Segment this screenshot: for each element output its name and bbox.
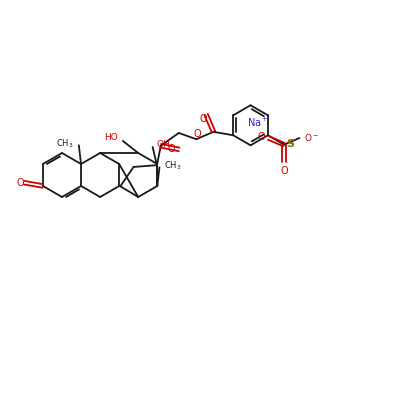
Text: Na$^+$: Na$^+$ bbox=[247, 116, 268, 129]
Text: O: O bbox=[168, 144, 175, 154]
Text: O: O bbox=[280, 166, 288, 176]
Text: CH$_3$: CH$_3$ bbox=[56, 137, 74, 150]
Text: O: O bbox=[257, 132, 265, 142]
Text: O: O bbox=[194, 129, 201, 139]
Text: CH$_3$: CH$_3$ bbox=[164, 159, 182, 172]
Text: OH: OH bbox=[157, 140, 170, 150]
Text: O: O bbox=[16, 178, 24, 188]
Text: HO: HO bbox=[104, 133, 118, 142]
Text: O: O bbox=[199, 114, 207, 124]
Text: O$^-$: O$^-$ bbox=[304, 132, 320, 142]
Text: S: S bbox=[286, 139, 294, 149]
